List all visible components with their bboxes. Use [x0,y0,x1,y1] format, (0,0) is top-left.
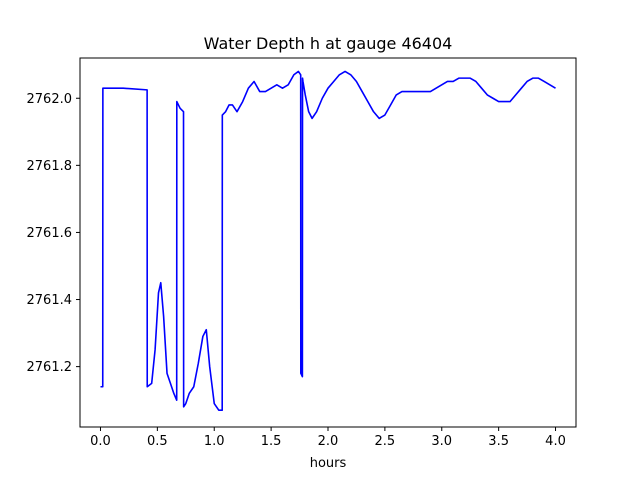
plot-area: 0.0 0.5 1.0 1.5 2.0 2.5 3.0 3.5 4.0 2761.2 2761.4 2… [27,57,577,449]
y-tick-label: 2761.2 [27,360,73,375]
y-tick-label: 2761.6 [27,226,73,241]
x-tick-label: 1.5 [261,434,282,449]
y-tick-label: 2762.0 [27,92,73,107]
y-tick-label: 2761.4 [27,293,73,308]
y-tick-label: 2761.8 [27,159,73,174]
x-tick-label: 2.5 [375,434,396,449]
x-tick-label: 0.5 [147,434,168,449]
series-line-0 [100,70,556,412]
x-tick-label: 4.0 [545,434,566,449]
x-axis-label: hours [310,456,347,471]
x-tick-label: 3.5 [488,434,509,449]
chart-title: Water Depth h at gauge 46404 [204,34,453,53]
x-tick-label: 1.0 [204,434,225,449]
x-tick-label: 2.0 [318,434,339,449]
x-tick-label: 0.0 [90,434,111,449]
x-tick-label: 3.0 [431,434,452,449]
